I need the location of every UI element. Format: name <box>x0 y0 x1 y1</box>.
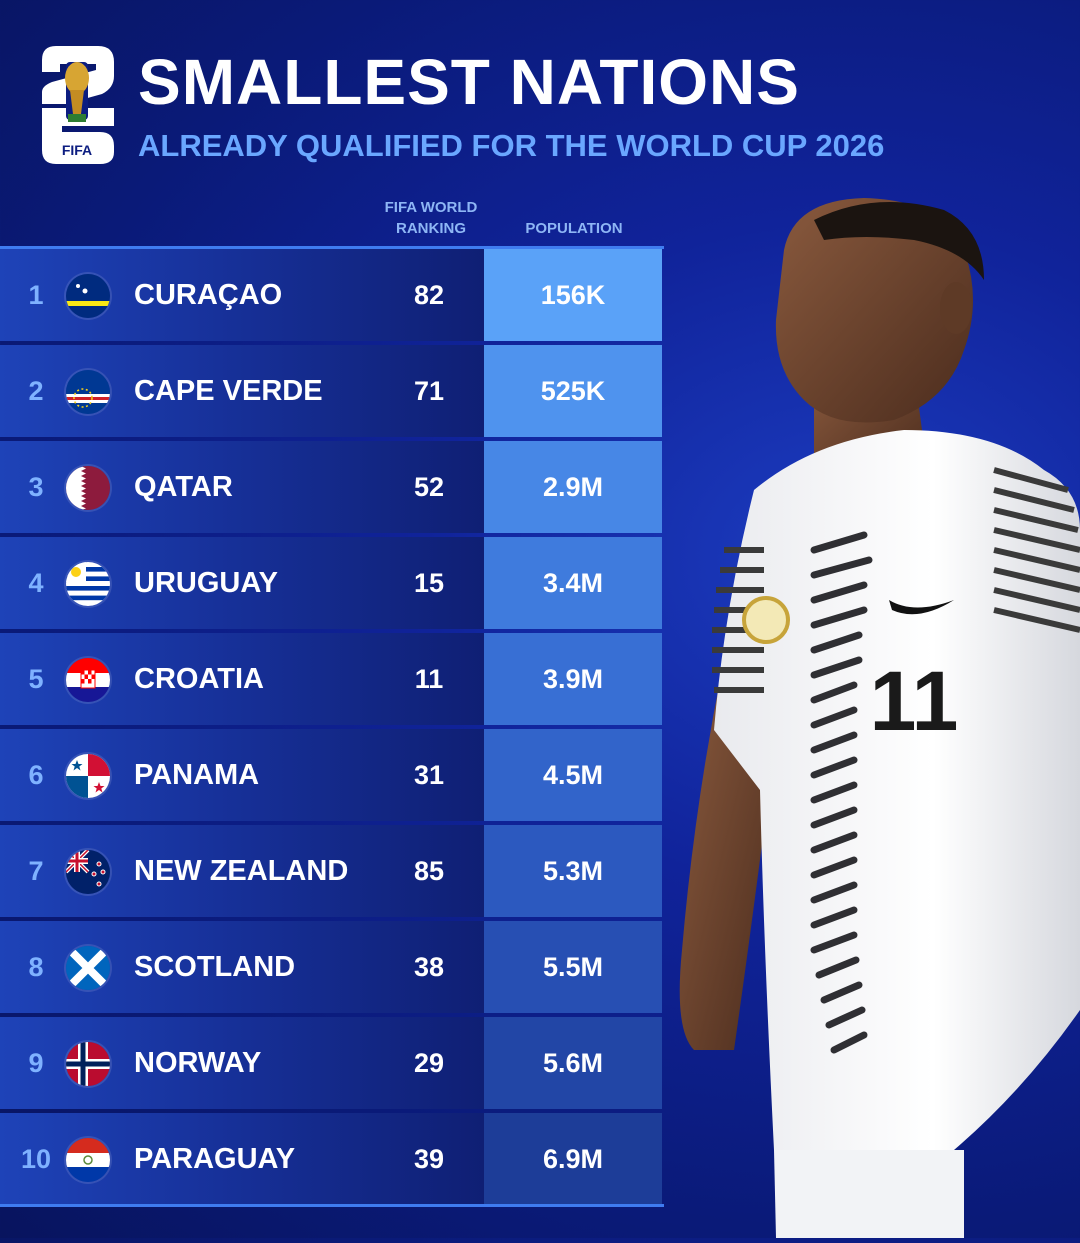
country-name: PANAMA <box>134 759 260 791</box>
paraguay-flag-icon <box>66 1138 110 1182</box>
column-header-population: POPULATION <box>525 220 623 237</box>
population-value: 156K <box>484 249 662 341</box>
table-row: 7 NEW ZEALAND 85 <box>0 825 484 917</box>
croatia-flag-icon <box>66 658 110 702</box>
fifa-ranking-value: 71 <box>413 376 445 406</box>
fifa-label: FIFA <box>62 142 92 158</box>
column-header-ranking-line1: FIFA WORLD <box>384 199 478 216</box>
new-zealand-flag-icon <box>66 850 110 894</box>
population-value: 5.6M <box>484 1017 662 1109</box>
population-value: 2.9M <box>484 441 662 533</box>
world-cup-2026-logo: FIFA <box>36 42 118 166</box>
table-row: 8 SCOTLAND 38 <box>0 921 484 1013</box>
population-value: 4.5M <box>484 729 662 821</box>
population-value: 3.9M <box>484 633 662 725</box>
column-header-ranking-line2: RANKING <box>396 220 466 237</box>
country-name: CROATIA <box>134 663 264 695</box>
fifa-ranking-value: 52 <box>413 472 445 502</box>
fifa-ranking-value: 38 <box>413 952 445 982</box>
page-subtitle: ALREADY QUALIFIED FOR THE WORLD CUP 2026 <box>138 128 885 163</box>
country-name: URUGUAY <box>134 567 278 599</box>
panama-flag-icon <box>66 754 110 798</box>
norway-flag-icon <box>66 1042 110 1086</box>
population-value: 6.9M <box>484 1113 662 1205</box>
country-name: CURAÇAO <box>134 279 283 311</box>
fifa-ranking-value: 11 <box>414 664 444 694</box>
population-value: 525K <box>484 345 662 437</box>
country-name: QATAR <box>134 471 233 503</box>
curacao-flag-icon <box>66 274 110 318</box>
country-name: NEW ZEALAND <box>134 855 349 887</box>
table-bottom-divider <box>0 1204 664 1207</box>
row-number: 7 <box>28 856 44 886</box>
row-number: 10 <box>20 1144 52 1174</box>
fifa-ranking-value: 85 <box>413 856 445 886</box>
fifa-ranking-value: 15 <box>413 568 445 598</box>
table-row: 1 CURAÇAO 82 <box>0 249 484 341</box>
table-row: 9 NORWAY 29 <box>0 1017 484 1109</box>
fifa-ranking-value: 31 <box>413 760 445 790</box>
row-number: 6 <box>28 760 44 790</box>
row-number: 9 <box>28 1048 44 1078</box>
page-title: SMALLEST NATIONS <box>138 46 800 118</box>
table-row: 6 PANAMA 31 <box>0 729 484 821</box>
jersey-number: 11 <box>870 654 959 748</box>
row-number: 4 <box>28 568 44 598</box>
table-row: 10 PARAGUAY 39 <box>0 1113 484 1205</box>
fifa-ranking-value: 82 <box>413 280 445 310</box>
fifa-ranking-value: 29 <box>413 1048 445 1078</box>
table-row: 3 QATAR 52 <box>0 441 484 533</box>
table-top-divider <box>0 246 664 249</box>
table-row: 5 CROATIA 11 <box>0 633 484 725</box>
population-value: 5.5M <box>484 921 662 1013</box>
country-name: CAPE VERDE <box>134 375 323 407</box>
population-value: 3.4M <box>484 537 662 629</box>
table-row: 4 URUGUAY 15 <box>0 537 484 629</box>
scotland-flag-icon <box>66 946 110 990</box>
qatar-flag-icon <box>66 466 110 510</box>
country-name: SCOTLAND <box>134 951 296 983</box>
uruguay-flag-icon <box>66 562 110 606</box>
fifa-ranking-value: 39 <box>413 1144 445 1174</box>
row-number: 8 <box>28 952 44 982</box>
population-value: 5.3M <box>484 825 662 917</box>
row-number: 2 <box>28 376 44 406</box>
country-name: PARAGUAY <box>134 1143 296 1175</box>
column-header-ranking: FIFA WORLD RANKING <box>370 197 492 239</box>
row-number: 3 <box>28 472 44 502</box>
country-name: NORWAY <box>134 1047 262 1079</box>
cape-verde-flag-icon <box>66 370 110 414</box>
player-photo: 11 <box>664 190 1080 1238</box>
table-row: 2 CAPE VERDE 71 <box>0 345 484 437</box>
row-number: 5 <box>28 664 44 694</box>
row-number: 1 <box>28 280 44 310</box>
